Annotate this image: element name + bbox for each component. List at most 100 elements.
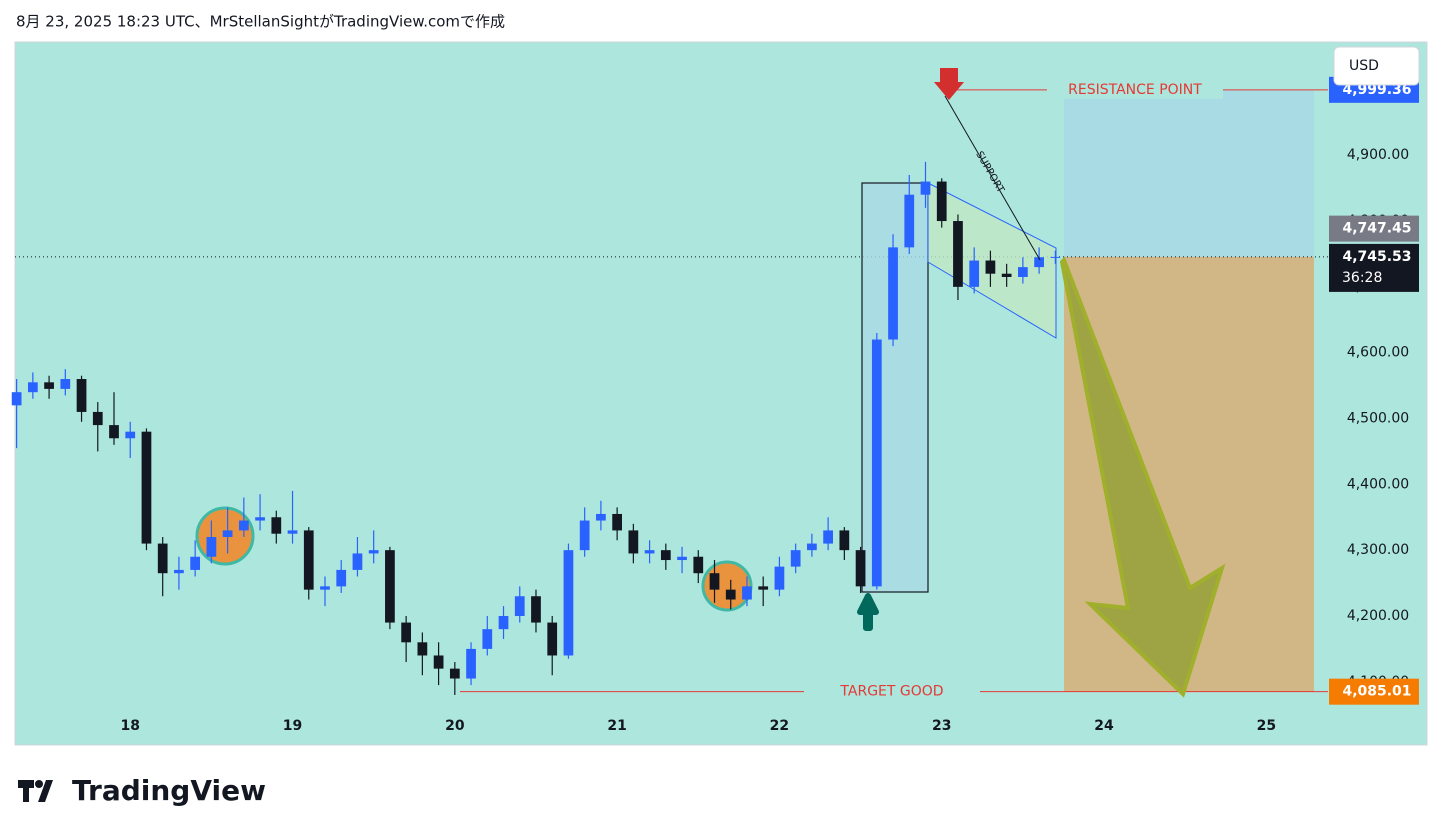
x-tick-label: 23 xyxy=(932,718,951,734)
y-tick-label: 4,500.00 xyxy=(1347,411,1409,427)
candle-body xyxy=(1018,267,1028,277)
currency-button[interactable] xyxy=(1333,46,1420,86)
candle-body xyxy=(401,622,412,643)
candle-body xyxy=(92,411,103,426)
y-tick-label: 4,900.00 xyxy=(1347,147,1409,163)
x-tick-label: 19 xyxy=(283,718,302,734)
candle-body xyxy=(44,382,54,389)
candle-body xyxy=(612,513,622,531)
candle-body xyxy=(482,629,493,649)
candle-body xyxy=(758,586,769,590)
candle-body xyxy=(320,586,330,590)
box-drawing xyxy=(861,182,929,593)
candle-body xyxy=(109,425,119,439)
header: 8月 23, 2025 18:23 UTC、MrStellanSightがTra… xyxy=(16,13,505,31)
candle-body xyxy=(531,596,541,623)
candle-body xyxy=(596,513,606,521)
candle-body xyxy=(157,543,168,574)
down-arrow xyxy=(934,68,964,100)
candle-body xyxy=(547,622,558,656)
candle-body xyxy=(60,379,71,389)
candle-body xyxy=(190,556,201,570)
candle-body xyxy=(807,543,817,551)
candle-body xyxy=(466,648,476,679)
candle-body xyxy=(303,530,314,590)
y-tick-label: 4,400.00 xyxy=(1347,476,1409,492)
label-bg xyxy=(804,682,980,701)
price-label-bg xyxy=(1329,215,1419,242)
candle-body xyxy=(336,569,347,587)
candle-body xyxy=(693,556,704,574)
candle-body xyxy=(904,194,915,248)
y-tick-label: 4,600.00 xyxy=(1347,345,1409,361)
support-line xyxy=(944,95,1041,261)
candle-body xyxy=(660,550,671,561)
x-tick-label: 20 xyxy=(445,718,465,734)
candle-body xyxy=(742,586,752,600)
x-tick-label: 24 xyxy=(1094,718,1114,734)
candle-body xyxy=(417,642,428,656)
candle-body xyxy=(790,550,801,567)
candle-body xyxy=(985,260,996,274)
resistance-label: RESISTANCE POINT xyxy=(1068,82,1202,98)
candle-body xyxy=(141,431,152,544)
logo-text: TradingView xyxy=(72,774,266,807)
y-tick-label: 4,300.00 xyxy=(1347,542,1409,558)
candle-body xyxy=(920,181,931,195)
candle-body xyxy=(677,556,687,561)
stop-zone xyxy=(1064,89,1314,257)
y-tick-label: 4,200.00 xyxy=(1347,608,1409,624)
countdown: 36:28 xyxy=(1342,270,1382,286)
candle-body xyxy=(855,550,866,587)
target-arrow xyxy=(1059,256,1226,698)
candle-body xyxy=(11,392,22,406)
candle-body xyxy=(1050,256,1061,258)
candle-body xyxy=(1001,273,1012,277)
candle-body xyxy=(433,655,444,669)
candle-body xyxy=(628,530,639,554)
candle-body xyxy=(839,530,850,551)
candle-body xyxy=(823,530,833,544)
target-label: TARGET GOOD xyxy=(839,684,943,700)
price-label: 4,745.53 xyxy=(1342,249,1411,265)
currency: USD xyxy=(1349,58,1379,74)
candle-body xyxy=(936,181,947,222)
candle-body xyxy=(449,668,460,679)
candle-body xyxy=(514,596,525,616)
candle-body xyxy=(888,247,898,340)
candle-body xyxy=(255,517,265,521)
candles xyxy=(11,161,1061,695)
candle-body xyxy=(238,520,249,531)
candle-body xyxy=(774,566,785,590)
price-label: 4,999.36 xyxy=(1342,82,1411,98)
candle-body xyxy=(352,553,363,570)
candle-body xyxy=(953,221,963,287)
x-tick-label: 22 xyxy=(770,718,789,734)
logo-icon xyxy=(18,780,53,802)
candle-body xyxy=(1034,257,1044,268)
x-tick-label: 21 xyxy=(607,718,626,734)
candle-body xyxy=(385,550,395,623)
candle-body xyxy=(563,550,574,656)
price-label: 4,747.45 xyxy=(1342,221,1411,237)
price-axis: 18192021222324254,100.004,200.004,300.00… xyxy=(120,76,1419,734)
candle-body xyxy=(871,339,882,587)
candle-body xyxy=(969,260,980,287)
candle-body xyxy=(368,550,379,554)
candle-body xyxy=(725,589,736,600)
candle-body xyxy=(271,517,282,534)
candle-body xyxy=(644,550,655,554)
x-tick-label: 18 xyxy=(120,718,139,734)
candle-body xyxy=(27,382,38,393)
candle-body xyxy=(222,530,233,537)
candle-body xyxy=(579,520,590,551)
candle-body xyxy=(76,379,87,412)
x-tick-label: 25 xyxy=(1257,718,1276,734)
up-arrow xyxy=(857,593,879,631)
price-label: 4,085.01 xyxy=(1342,684,1411,700)
candle-body xyxy=(206,536,217,557)
label-bg xyxy=(1047,80,1223,99)
candle-body xyxy=(709,573,720,590)
